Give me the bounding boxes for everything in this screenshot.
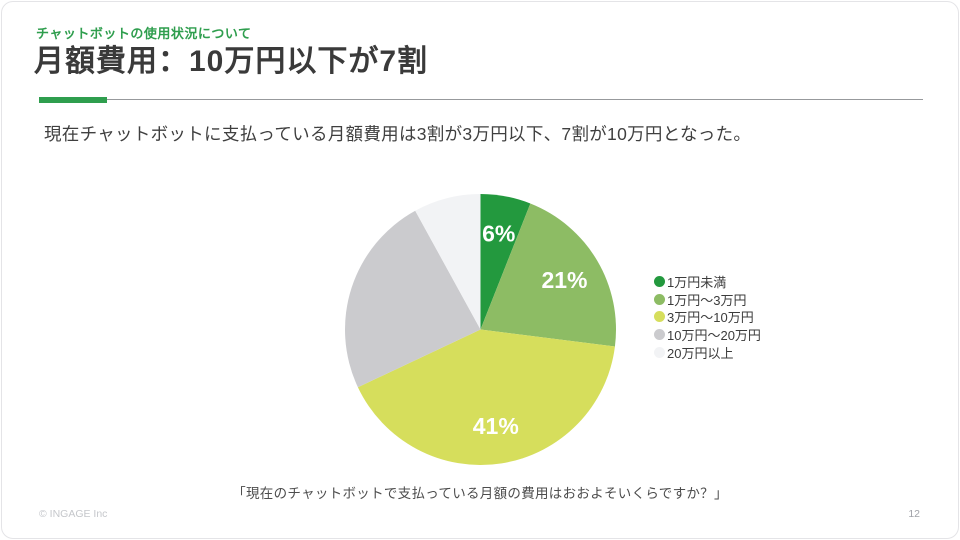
- legend-item: 3万円〜10万円: [654, 308, 761, 326]
- pie-slice-value-label: 21%: [541, 267, 587, 293]
- pie-chart: 6% 21% 41%: [345, 194, 616, 465]
- kicker: チャットボットの使用状況について: [36, 26, 252, 41]
- survey-question-caption: 「現在のチャットボットで支払っている月額の費用はおおよそいくらですか？」: [232, 486, 728, 501]
- legend-label: 10万円〜20万円: [667, 328, 761, 344]
- legend-item: 1万円〜3万円: [654, 291, 761, 309]
- pie-slice: [480, 203, 616, 347]
- page-number: 12: [908, 508, 920, 520]
- legend-label: 3万円〜10万円: [667, 310, 754, 326]
- summary-text: 現在チャットボットに支払っている月額費用は3割が3万円以下、7割が10万円となっ…: [44, 124, 752, 144]
- page-title: 月額費用：10万円以下が7割: [34, 45, 429, 78]
- legend-color-dot: [654, 346, 665, 358]
- copyright: © INGAGE Inc: [39, 508, 108, 520]
- legend-item: 1万円未満: [654, 273, 761, 291]
- pie-slice-value-label: 41%: [473, 413, 519, 439]
- pie-slice: [345, 210, 481, 388]
- legend-color-dot: [654, 293, 665, 305]
- legend-item: 10万円〜20万円: [654, 326, 761, 344]
- pie-slice: [357, 329, 615, 465]
- pie-slice-value-label: 6%: [482, 221, 515, 247]
- legend-item: 20万円以上: [654, 343, 761, 361]
- divider-line: [39, 99, 923, 100]
- pie-slice: [415, 194, 481, 330]
- pie-slice: [480, 194, 531, 330]
- legend-label: 1万円未満: [667, 275, 727, 291]
- divider-accent-bar: [39, 97, 107, 103]
- chart-legend: 1万円未満 1万円〜3万円 3万円〜10万円 10万円〜20万円 20万円以上: [654, 273, 761, 361]
- legend-color-dot: [654, 329, 665, 341]
- legend-color-dot: [654, 311, 665, 323]
- legend-color-dot: [654, 276, 665, 288]
- legend-label: 20万円以上: [667, 345, 734, 361]
- legend-label: 1万円〜3万円: [667, 292, 747, 308]
- title-divider: [39, 97, 923, 103]
